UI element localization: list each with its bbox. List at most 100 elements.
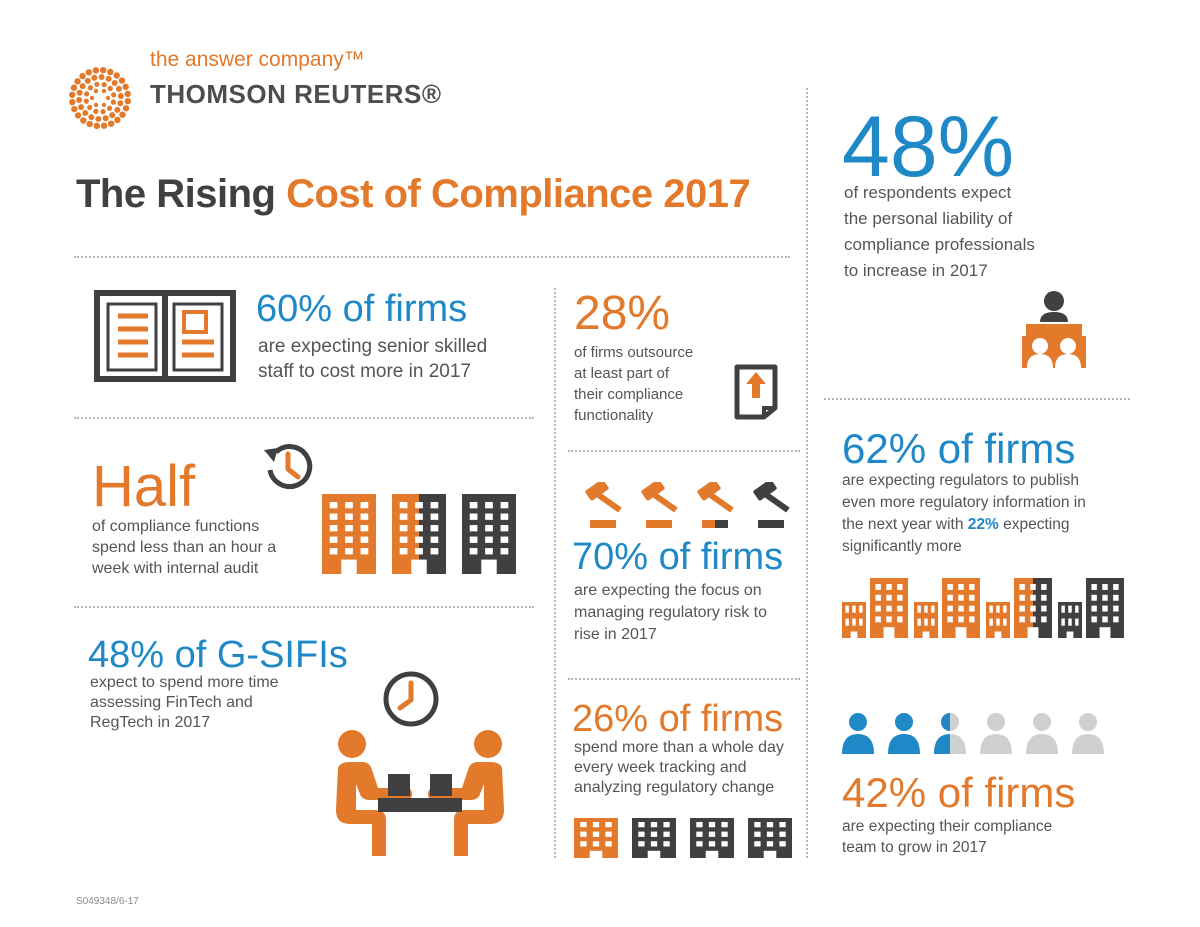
stat-outsource-value: 28%	[574, 287, 671, 340]
history-clock-icon	[258, 440, 316, 492]
desc-line: staff to cost more in 2017	[258, 361, 471, 382]
gavel-icon	[585, 482, 622, 528]
stat-senior-staff-value: 60% of firms	[256, 288, 468, 330]
desc-line: rise in 2017	[574, 626, 657, 643]
building-icon	[574, 818, 618, 858]
desc-line: RegTech in 2017	[90, 714, 211, 731]
desc-line: the personal liability of	[844, 209, 1013, 228]
person-icon	[888, 713, 920, 754]
brand-name: THOMSON REUTERS®	[150, 79, 442, 109]
building-icon	[842, 602, 866, 638]
desc-line: of compliance functions	[92, 518, 260, 535]
person-icon	[1026, 713, 1058, 754]
gavel-icon	[641, 482, 678, 528]
stat-team-desc: are expecting their compliance team to g…	[842, 816, 1052, 858]
stat-publish-value: 62% of firms	[842, 425, 1076, 472]
desc-line: compliance professionals	[844, 235, 1035, 254]
building-icon	[322, 494, 376, 574]
desc-line: to increase in 2017	[844, 261, 988, 280]
gavel-icon	[753, 482, 790, 528]
divider	[568, 450, 800, 452]
building-icon	[986, 602, 1010, 638]
stat-gsifis-value: 48% of G-SIFIs	[88, 634, 348, 676]
stat-team-value: 42% of firms	[842, 769, 1076, 816]
building-icon	[392, 494, 446, 574]
building-icon	[632, 818, 676, 858]
meeting-table-icon	[1016, 290, 1092, 368]
desc-line: expect to spend more time	[90, 674, 279, 691]
stat-audit-desc: of compliance functions spend less than …	[92, 516, 276, 579]
dots-ring-icon	[68, 66, 132, 130]
page-title: The Rising Cost of Compliance 2017	[76, 172, 751, 217]
building-icon	[462, 494, 516, 574]
desc-line: are expecting their compliance	[842, 818, 1053, 835]
desc-line: are expecting regulators to publish	[842, 472, 1079, 489]
brand-tagline: the answer company™	[150, 48, 365, 71]
building-icon	[870, 578, 908, 638]
building-icon	[748, 818, 792, 858]
stat-gsifis-desc: expect to spend more time assessing FinT…	[90, 673, 279, 733]
divider	[806, 88, 808, 858]
person-icon	[934, 713, 966, 754]
title-part2: Cost of Compliance 2017	[286, 172, 751, 216]
desc-line: team to grow in 2017	[842, 839, 987, 856]
divider	[824, 398, 1130, 400]
divider	[74, 606, 534, 608]
person-icon	[1072, 713, 1104, 754]
building-icon	[1014, 578, 1052, 638]
divider	[74, 417, 534, 419]
highlight-value: 22%	[967, 516, 999, 533]
stat-senior-staff-desc: are expecting senior skilled staff to co…	[258, 334, 487, 384]
gavel-icon	[697, 482, 734, 528]
desc-line: analyzing regulatory change	[574, 779, 775, 796]
desc-line: of firms outsource	[574, 344, 694, 361]
title-part1: The Rising	[76, 172, 276, 216]
desc-line: managing regulatory risk to	[574, 604, 767, 621]
building-icon	[690, 818, 734, 858]
desc-line: of respondents expect	[844, 183, 1012, 202]
desc-text: expecting	[998, 516, 1070, 533]
stat-audit-value: Half	[92, 454, 196, 519]
open-book-icon	[94, 290, 236, 382]
building-icon	[1058, 602, 1082, 638]
footer-code: S049348/6-17	[76, 896, 139, 907]
divider	[74, 256, 790, 258]
person-icon	[980, 713, 1012, 754]
divider	[568, 678, 800, 680]
building-icon	[914, 602, 938, 638]
desc-line: week with internal audit	[92, 560, 259, 577]
document-upload-icon	[734, 364, 778, 420]
people-at-table-icon	[310, 726, 530, 858]
gavel-icon-row	[572, 482, 792, 532]
stat-liability-desc: of respondents expect the personal liabi…	[844, 180, 1035, 284]
stat-outsource-desc: of firms outsource at least part of thei…	[574, 342, 693, 426]
desc-line: significantly more	[842, 538, 962, 555]
stat-risk-desc: are expecting the focus on managing regu…	[574, 580, 767, 646]
desc-line: spend less than an hour a	[92, 539, 277, 556]
desc-line: functionality	[574, 407, 654, 424]
building-icon	[942, 578, 980, 638]
desc-line: every week tracking and	[574, 759, 747, 776]
desc-text: the next year with	[842, 516, 968, 533]
desc-line: their compliance	[574, 386, 684, 403]
desc-line: assessing FinTech and	[90, 694, 253, 711]
person-icon	[842, 713, 874, 754]
building-icon-row	[322, 494, 522, 574]
stat-risk-value: 70% of firms	[572, 536, 784, 578]
building-icon	[1086, 578, 1124, 638]
person-icon-row	[840, 712, 1110, 754]
stat-publish-desc: are expecting regulators to publish even…	[842, 470, 1086, 558]
stat-liability-value: 48%	[842, 99, 1015, 195]
desc-line: at least part of	[574, 365, 670, 382]
desc-line: are expecting senior skilled	[258, 336, 488, 357]
desc-line: spend more than a whole day	[574, 739, 784, 756]
stat-tracking-desc: spend more than a whole day every week t…	[574, 738, 784, 798]
desc-line: are expecting the focus on	[574, 582, 762, 599]
stat-tracking-value: 26% of firms	[572, 698, 784, 740]
desc-line: the next year with 22% expecting	[842, 514, 1086, 536]
building-icon-row	[842, 578, 1132, 638]
divider	[554, 288, 556, 858]
clock-icon	[382, 670, 440, 728]
desc-line: even more regulatory information in	[842, 494, 1086, 511]
building-icon-row	[574, 818, 794, 858]
